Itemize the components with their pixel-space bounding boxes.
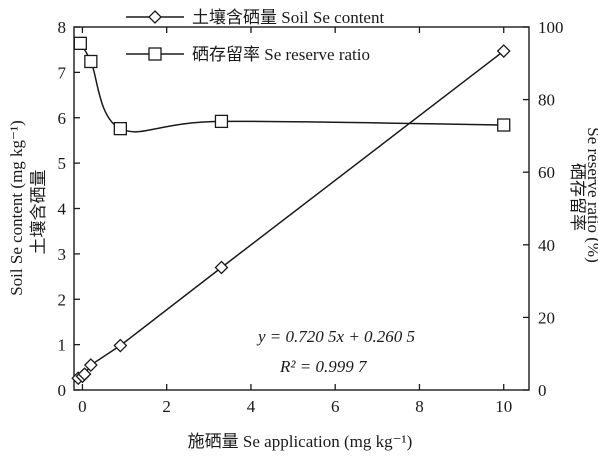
right-tick-label: 80 — [538, 91, 555, 110]
x-tick-label: 10 — [495, 397, 512, 416]
left-axis-title-en: Soil Se content (mg kg⁻¹) — [7, 120, 26, 296]
x-tick-label: 4 — [247, 397, 256, 416]
right-tick-label: 0 — [538, 381, 547, 400]
data-point-reserve-ratio — [214, 114, 229, 129]
series-layer — [71, 36, 511, 386]
left-tick-label: 2 — [58, 290, 67, 309]
x-tick-label: 8 — [415, 397, 424, 416]
left-tick-label: 8 — [58, 18, 67, 37]
left-tick-label: 6 — [58, 109, 67, 128]
legend-square-marker — [148, 47, 162, 61]
left-tick-label: 3 — [58, 245, 67, 264]
left-axis-title-zh: 土壤含硒量 — [28, 170, 48, 255]
right-tick-label: 100 — [538, 18, 564, 37]
legend-label-reserve-ratio: 硒存留率 Se reserve ratio — [192, 45, 370, 64]
x-tick-label: 2 — [162, 397, 171, 416]
data-point-reserve-ratio — [113, 121, 127, 136]
data-point-soil-se — [77, 367, 92, 382]
left-tick-label: 1 — [58, 336, 67, 355]
legend-diamond-marker — [148, 10, 162, 24]
regression-equation: y = 0.720 5x + 0.260 5 — [256, 327, 415, 346]
x-tick-label: 0 — [78, 397, 87, 416]
x-axis-title: 施硒量 Se application (mg kg⁻¹) — [188, 432, 413, 451]
data-point-soil-se — [496, 44, 511, 58]
left-tick-label: 5 — [58, 154, 67, 173]
r-squared-label: R² = 0.999 7 — [279, 357, 368, 376]
right-tick-label: 40 — [538, 236, 555, 255]
data-point-soil-se — [83, 358, 98, 372]
left-tick-label: 0 — [58, 381, 67, 400]
data-point-soil-se — [113, 338, 128, 353]
right-axis-ticks: 0 20 40 60 80 100 — [523, 18, 564, 400]
x-tick-label: 6 — [331, 397, 340, 416]
data-point-soil-se — [214, 260, 229, 275]
left-tick-label: 4 — [58, 200, 67, 219]
right-axis-title-en: Se reserve ratio (%) — [584, 127, 598, 262]
left-axis-ticks: 0 1 2 3 4 5 6 7 8 — [58, 18, 80, 400]
data-point-reserve-ratio — [84, 54, 98, 69]
data-point-reserve-ratio — [73, 36, 87, 50]
left-tick-label: 7 — [58, 63, 67, 82]
right-tick-label: 20 — [538, 308, 555, 327]
legend: 土壤含硒量 Soil Se content 硒存留率 Se reserve ra… — [126, 7, 384, 64]
x-axis-ticks: 0 2 4 6 8 10 — [78, 27, 512, 416]
legend-label-soil-se: 土壤含硒量 Soil Se content — [192, 7, 384, 27]
right-tick-label: 60 — [538, 163, 555, 182]
data-point-reserve-ratio — [497, 118, 511, 132]
right-axis-title-zh: 硒存留率 — [568, 163, 587, 231]
